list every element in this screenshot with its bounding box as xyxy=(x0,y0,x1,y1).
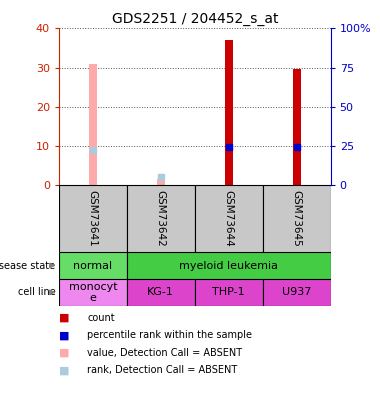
Text: GSM73641: GSM73641 xyxy=(88,190,98,247)
Text: cell line: cell line xyxy=(18,288,55,297)
Bar xyxy=(89,64,97,185)
Text: disease state: disease state xyxy=(0,260,55,271)
Text: GSM73644: GSM73644 xyxy=(224,190,234,247)
Text: THP-1: THP-1 xyxy=(212,288,245,297)
Text: normal: normal xyxy=(73,260,112,271)
Bar xyxy=(157,179,165,185)
Text: value, Detection Call = ABSENT: value, Detection Call = ABSENT xyxy=(87,348,242,358)
Text: GSM73642: GSM73642 xyxy=(156,190,166,247)
Text: ■: ■ xyxy=(59,330,70,340)
Text: ■: ■ xyxy=(59,313,70,323)
Bar xyxy=(263,185,331,252)
Bar xyxy=(263,279,331,306)
Title: GDS2251 / 204452_s_at: GDS2251 / 204452_s_at xyxy=(111,12,278,26)
Bar xyxy=(127,252,331,279)
Text: percentile rank within the sample: percentile rank within the sample xyxy=(87,330,252,340)
Text: monocyt
e: monocyt e xyxy=(68,281,117,303)
Bar xyxy=(127,279,195,306)
Text: rank, Detection Call = ABSENT: rank, Detection Call = ABSENT xyxy=(87,365,238,375)
Text: KG-1: KG-1 xyxy=(147,288,174,297)
Bar xyxy=(59,279,127,306)
Bar xyxy=(195,185,263,252)
Text: ■: ■ xyxy=(59,348,70,358)
Bar xyxy=(127,185,195,252)
Text: ■: ■ xyxy=(59,365,70,375)
Text: U937: U937 xyxy=(282,288,311,297)
Bar xyxy=(59,185,127,252)
Text: GSM73645: GSM73645 xyxy=(291,190,302,247)
Bar xyxy=(195,279,263,306)
Text: myeloid leukemia: myeloid leukemia xyxy=(179,260,278,271)
Bar xyxy=(59,252,127,279)
Text: count: count xyxy=(87,313,115,323)
Bar xyxy=(293,70,301,185)
Bar xyxy=(225,40,233,185)
